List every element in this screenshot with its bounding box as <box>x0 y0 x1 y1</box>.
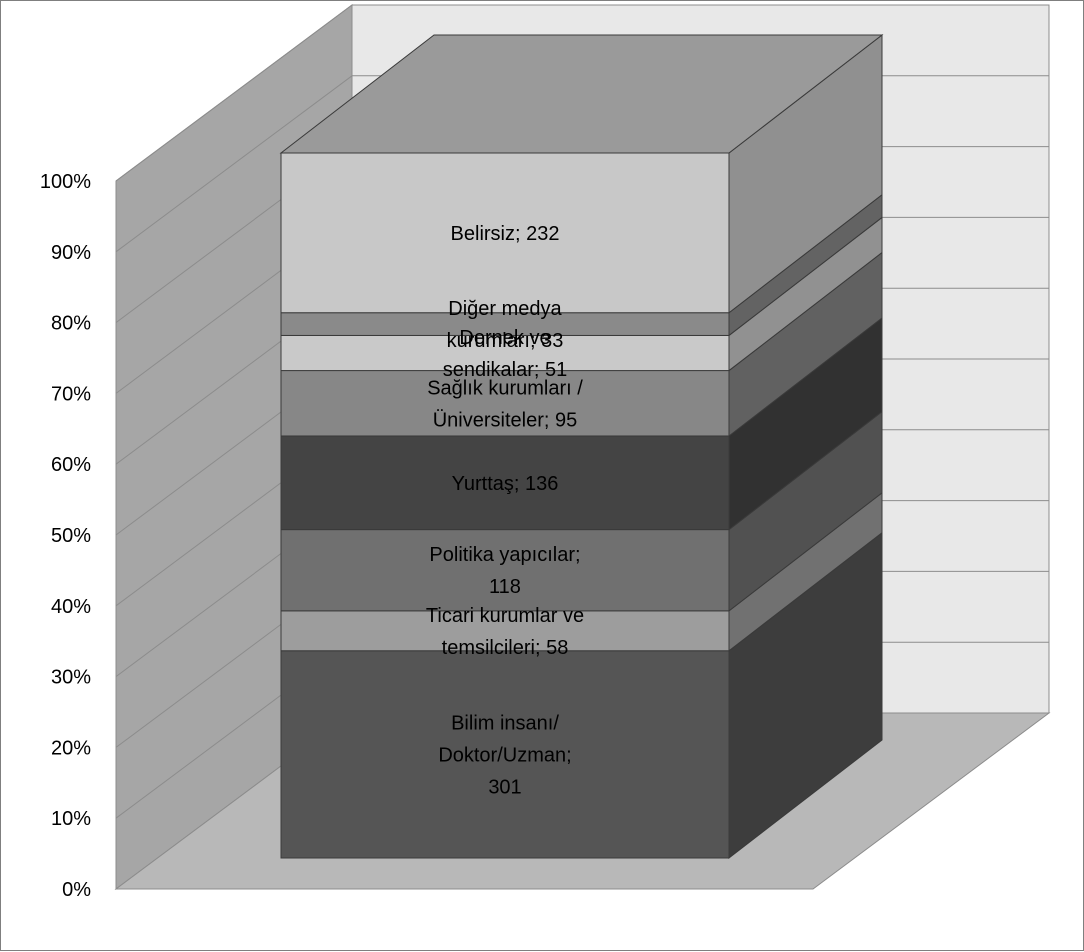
y-tick-label: 20% <box>51 737 91 759</box>
gridline-side <box>115 4 353 182</box>
y-tick-label: 50% <box>51 525 91 547</box>
data-label: Politika yapıcılar; 118 <box>429 544 580 598</box>
y-tick-label: 80% <box>51 313 91 335</box>
bar-segment <box>280 435 730 531</box>
data-label-line: sendikalar; 51 <box>443 359 568 381</box>
data-label-line: Doktor/Uzman; <box>438 744 571 766</box>
data-label-line: Bilim insanı/ <box>451 712 559 734</box>
data-label: Diğer medya kurumları; 33 <box>447 298 564 352</box>
data-label-line: Sağlık kurumları / <box>427 377 583 399</box>
data-label: Ticari kurumlar ve temsilcileri; 58 <box>426 605 584 659</box>
data-label-line: Üniversiteler; 95 <box>433 409 578 431</box>
y-tick-label: 90% <box>51 242 91 264</box>
y-tick-label: 70% <box>51 383 91 405</box>
bar-segments <box>279 33 884 860</box>
data-label-line: Belirsiz; 232 <box>451 223 560 245</box>
data-label-line: Ticari kurumlar ve <box>426 605 584 627</box>
bar-segment <box>280 529 730 612</box>
y-axis-tick-labels: 0% 10% 20% 30% 40% 50% 60% 70% 80% 90% 100% <box>40 171 91 901</box>
data-labels: Bilim insanı/Doktor/Uzman; 301 Ticari kuru… <box>426 223 584 799</box>
data-label: Sağlık kurumları / Üniversiteler; 95 <box>427 377 583 431</box>
y-tick-label: 30% <box>51 667 91 689</box>
bar-segment <box>280 610 730 652</box>
gridline-side <box>115 75 353 253</box>
data-label-line: 301 <box>488 776 521 798</box>
data-label-line: Yurttaş; 136 <box>452 473 559 495</box>
data-label-line: Dernek ve <box>459 327 550 349</box>
bar-segment <box>280 370 730 437</box>
data-label: Dernek ve sendikalar; 51 <box>443 327 568 381</box>
data-label-line: kurumları; 33 <box>447 330 564 352</box>
data-label-line: 118 <box>489 576 521 598</box>
y-tick-label: 0% <box>62 879 91 901</box>
data-label: Bilim insanı/Doktor/Uzman; 301 <box>438 712 571 798</box>
bar-segment <box>280 650 730 859</box>
bar-segment <box>280 152 730 314</box>
y-tick-label: 60% <box>51 454 91 476</box>
bar-top-face <box>279 34 884 154</box>
y-tick-label: 40% <box>51 596 91 618</box>
y-tick-label: 100% <box>40 171 91 193</box>
data-label-line: Diğer medya <box>448 298 562 320</box>
bar-segment <box>280 334 730 372</box>
data-label-line: temsilcileri; 58 <box>442 637 569 659</box>
data-label: Yurttaş; 136 <box>452 473 559 495</box>
y-tick-label: 10% <box>51 808 91 830</box>
data-label: Belirsiz; 232 <box>451 223 560 245</box>
data-label-line: Politika yapıcılar; <box>429 544 580 566</box>
